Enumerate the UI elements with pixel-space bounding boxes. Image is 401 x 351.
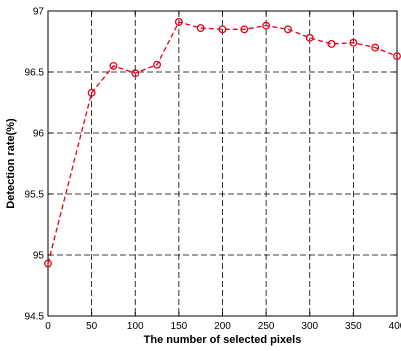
x-tick-label: 400: [389, 321, 401, 332]
x-tick-label: 100: [127, 321, 144, 332]
x-tick-label: 300: [301, 321, 318, 332]
tick-labels: 0 50 100 150 200 250 300 350 400 94.5 95 95.5 96 96.5…: [25, 7, 401, 333]
data-point: [327, 39, 336, 48]
data-point: [196, 24, 205, 33]
series-group: [44, 18, 401, 268]
y-tick-label: 97: [33, 7, 45, 18]
y-tick-label: 95: [33, 251, 45, 262]
y-tick-label: 95.5: [25, 190, 45, 201]
data-point: [283, 25, 292, 34]
data-point: [131, 69, 140, 78]
data-point: [218, 25, 227, 34]
y-tick-label: 96: [33, 129, 45, 140]
data-point: [174, 18, 183, 26]
data-point: [109, 61, 118, 70]
y-tick-label: 96.5: [25, 68, 45, 79]
y-tick-label: 94.5: [25, 312, 45, 323]
series-line: [47, 21, 398, 264]
data-point: [305, 33, 314, 42]
x-tick-label: 50: [86, 321, 98, 332]
x-tick-label: 200: [214, 321, 231, 332]
data-point: [262, 21, 271, 30]
data-point: [44, 259, 52, 268]
data-point: [349, 38, 358, 47]
data-point: [153, 60, 162, 69]
data-point: [87, 88, 96, 97]
x-tick-label: 250: [258, 321, 275, 332]
data-point: [371, 43, 380, 52]
axis-ticks: [47, 10, 398, 317]
x-tick-label: 0: [45, 321, 51, 332]
grid-lines: [48, 11, 397, 316]
x-tick-label: 150: [171, 321, 188, 332]
data-point: [393, 52, 401, 61]
x-tick-label: 350: [345, 321, 362, 332]
x-axis-label: The number of selected pixels: [144, 334, 302, 346]
data-point: [240, 25, 249, 34]
y-axis-label: Detection rate(%): [5, 118, 17, 209]
